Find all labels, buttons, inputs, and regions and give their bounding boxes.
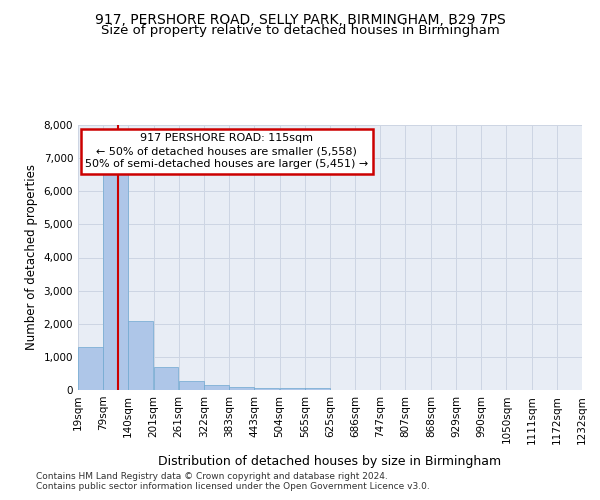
X-axis label: Distribution of detached houses by size in Birmingham: Distribution of detached houses by size …	[158, 454, 502, 468]
Text: Contains public sector information licensed under the Open Government Licence v3: Contains public sector information licen…	[36, 482, 430, 491]
Bar	[179, 381, 204, 390]
Bar	[78, 347, 103, 390]
Bar	[305, 388, 329, 390]
Bar	[229, 386, 254, 390]
Bar	[154, 367, 178, 390]
Text: Contains HM Land Registry data © Crown copyright and database right 2024.: Contains HM Land Registry data © Crown c…	[36, 472, 388, 481]
Y-axis label: Number of detached properties: Number of detached properties	[25, 164, 38, 350]
Text: Size of property relative to detached houses in Birmingham: Size of property relative to detached ho…	[101, 24, 499, 37]
Bar	[280, 388, 305, 390]
Bar	[204, 385, 229, 390]
Bar	[103, 172, 128, 390]
Bar	[128, 321, 154, 390]
Text: 917 PERSHORE ROAD: 115sqm
← 50% of detached houses are smaller (5,558)
50% of se: 917 PERSHORE ROAD: 115sqm ← 50% of detac…	[85, 133, 368, 170]
Bar	[254, 388, 280, 390]
Text: 917, PERSHORE ROAD, SELLY PARK, BIRMINGHAM, B29 7PS: 917, PERSHORE ROAD, SELLY PARK, BIRMINGH…	[95, 12, 505, 26]
